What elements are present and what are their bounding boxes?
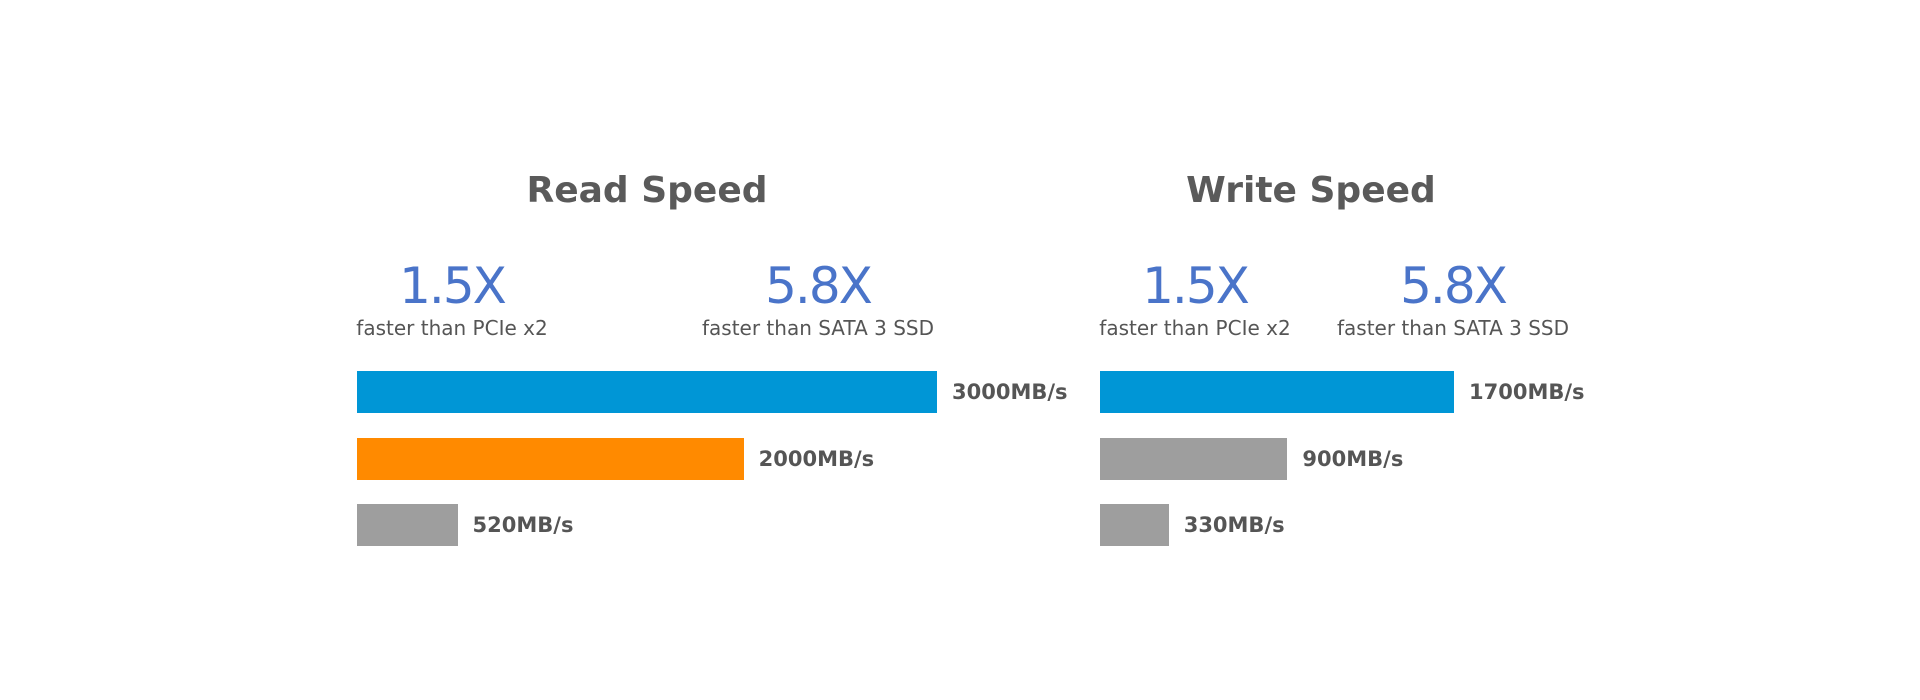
read-speed-panel: Read Speed 1.5X faster than PCIe x2 5.8X… [356,170,1068,546]
write-stat-pcie-multiplier: 1.5X [1142,257,1250,315]
write-bar-2-label: 900MB/s [1302,447,1404,471]
read-bar-1-label: 3000MB/s [952,380,1068,404]
write-stat-pcie-caption: faster than PCIe x2 [1099,316,1291,340]
read-stat-sata-multiplier: 5.8X [765,257,873,315]
write-speed-title: Write Speed [1186,170,1436,211]
write-stat-sata-caption: faster than SATA 3 SSD [1336,316,1570,340]
read-stat-sata-caption: faster than SATA 3 SSD [701,316,935,340]
read-bar-3-label: 520MB/s [472,513,574,537]
read-bar-2-label: 2000MB/s [758,447,875,471]
read-bar-3 [357,504,458,546]
read-bar-1 [357,371,937,413]
read-bar-2 [357,438,744,480]
write-bar-3-label: 330MB/s [1183,513,1285,537]
write-stat-sata: 5.8X faster than SATA 3 SSD [1337,258,1569,340]
read-stat-pcie: 1.5X faster than PCIe x2 [356,258,547,340]
write-bar-1-label: 1700MB/s [1469,380,1585,404]
read-speed-title: Read Speed [526,170,768,211]
write-bar-1 [1100,371,1454,413]
write-stat-sata-multiplier: 5.8X [1400,257,1508,315]
read-stat-sata: 5.8X faster than SATA 3 SSD [702,258,934,340]
read-stat-pcie-multiplier: 1.5X [399,257,507,315]
read-stat-pcie-caption: faster than PCIe x2 [356,316,548,340]
write-bar-2 [1100,438,1288,480]
write-bar-3 [1100,504,1169,546]
write-stat-pcie: 1.5X faster than PCIe x2 [1099,258,1290,340]
